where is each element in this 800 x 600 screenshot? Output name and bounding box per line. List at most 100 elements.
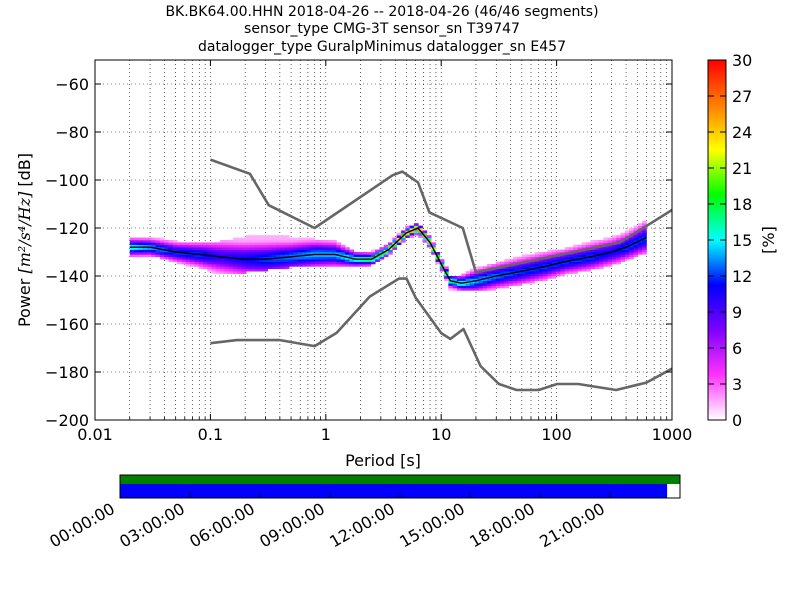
heatmap-cell <box>616 235 621 238</box>
heatmap-cell <box>254 244 260 248</box>
heatmap-cell <box>198 242 204 246</box>
heatmap-cell <box>177 244 182 248</box>
heatmap-cell <box>431 252 436 255</box>
heatmap-cell <box>319 247 324 250</box>
heatmap-cell <box>465 276 471 279</box>
heatmap-cell <box>581 244 587 248</box>
time-tick-label: 00:00:00 <box>46 499 118 551</box>
heatmap-cell <box>642 249 647 253</box>
heatmap-cell <box>241 244 247 248</box>
heatmap-cell <box>642 228 647 231</box>
heatmap-cell <box>534 273 540 277</box>
heatmap-cell <box>146 242 152 246</box>
heatmap-cell <box>164 244 169 248</box>
heatmap-cell <box>435 254 441 258</box>
heatmap-cell <box>611 252 617 255</box>
heatmap-cell <box>284 247 290 250</box>
heatmap-cell <box>564 268 570 272</box>
heatmap-cell <box>194 252 200 255</box>
heatmap-cell <box>512 259 518 262</box>
heatmap-cell <box>512 276 518 279</box>
heatmap-cell <box>250 240 255 243</box>
heatmap-cell <box>220 271 225 274</box>
heatmap-cell <box>289 264 294 267</box>
heatmap-cell <box>629 240 634 243</box>
heatmap-cell <box>159 249 165 253</box>
heatmap-cell <box>263 242 268 246</box>
time-tick-label: 03:00:00 <box>116 499 188 551</box>
heatmap-cell <box>159 242 165 246</box>
heatmap-cell <box>267 264 273 267</box>
heatmap-cell <box>530 254 535 258</box>
heatmap-cell <box>336 256 342 260</box>
heatmap-cell <box>258 261 264 265</box>
heatmap-cell <box>220 256 225 260</box>
heatmap-cell <box>280 242 286 246</box>
heatmap-cell <box>512 268 518 272</box>
heatmap-cell <box>293 249 299 253</box>
heatmap-cell <box>422 240 428 243</box>
heatmap-cell <box>332 261 337 265</box>
heatmap-cell <box>319 256 324 260</box>
heatmap-cell <box>577 259 583 262</box>
heatmap-cell <box>525 273 531 277</box>
heatmap-cell <box>474 273 479 277</box>
heatmap-cell <box>276 247 281 250</box>
heatmap-cell <box>207 256 212 260</box>
heatmap-cell <box>323 259 329 262</box>
heatmap-cell <box>146 252 152 255</box>
heatmap-cell <box>250 249 255 253</box>
heatmap-cell <box>185 247 191 250</box>
heatmap-cell <box>241 259 247 262</box>
heatmap-cell <box>310 259 316 262</box>
heatmap-cell <box>405 225 410 229</box>
heatmap-cell <box>284 266 290 270</box>
heatmap-cell <box>616 252 621 255</box>
heatmap-cell <box>616 256 621 260</box>
heatmap-cell <box>469 283 475 286</box>
heatmap-cell <box>258 259 264 262</box>
heatmap-cell <box>478 285 484 289</box>
heatmap-cell <box>271 247 277 250</box>
heatmap-cell <box>629 249 634 253</box>
heatmap-cell <box>487 280 492 284</box>
heatmap-cell <box>284 240 290 243</box>
heatmap-cell <box>555 273 561 277</box>
heatmap-cell <box>194 242 200 246</box>
y-tick-label: −160 <box>45 315 89 334</box>
heatmap-cell <box>577 266 583 270</box>
heatmap-cell <box>306 249 311 253</box>
heatmap-cell <box>495 283 501 286</box>
heatmap-cell <box>594 256 600 260</box>
colorbar-tick-label: 27 <box>732 87 752 106</box>
heatmap-cell <box>525 266 531 270</box>
heatmap-cell <box>155 237 161 241</box>
heatmap-cell <box>444 276 449 279</box>
heatmap-cell <box>245 266 251 270</box>
heatmap-cell <box>306 237 311 241</box>
heatmap-cell <box>474 266 479 270</box>
x-tick-label: 1000 <box>652 425 693 444</box>
heatmap-cell <box>301 256 307 260</box>
heatmap-cell <box>590 249 596 253</box>
heatmap-cell <box>439 259 445 262</box>
heatmap-cell <box>616 254 621 258</box>
heatmap-cell <box>362 254 367 258</box>
heatmap-cell <box>138 237 144 241</box>
heatmap-cell <box>177 249 182 253</box>
heatmap-cell <box>418 225 423 229</box>
heatmap-cell <box>155 242 161 246</box>
heatmap-cell <box>418 228 423 231</box>
heatmap-cell <box>336 261 342 265</box>
heatmap-cell <box>172 240 178 243</box>
heatmap-cell <box>134 249 139 253</box>
heatmap-cell <box>405 235 410 238</box>
heatmap-cell <box>280 237 286 241</box>
heatmap-cell <box>353 264 359 267</box>
heatmap-cell <box>241 264 247 267</box>
heatmap-cell <box>624 242 630 246</box>
heatmap-cell <box>551 276 557 279</box>
heatmap-cell <box>469 278 475 282</box>
heatmap-cell <box>624 254 630 258</box>
heatmap-cell <box>276 235 281 238</box>
